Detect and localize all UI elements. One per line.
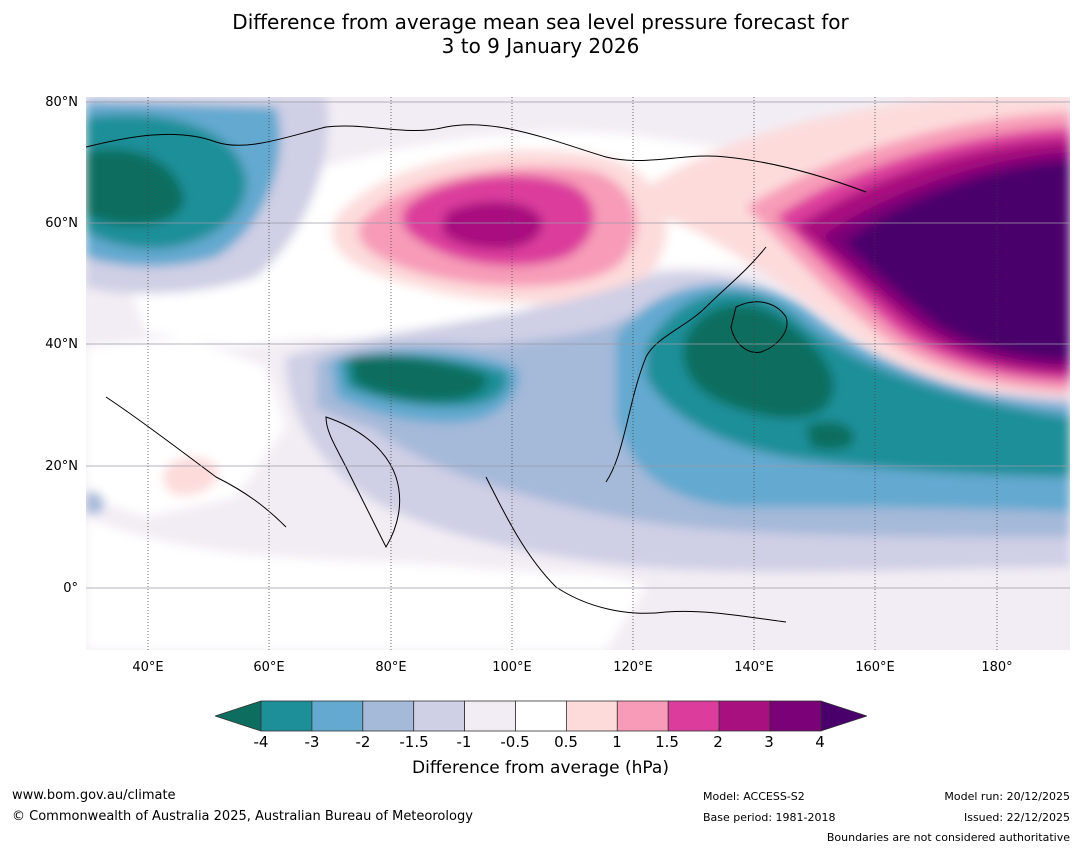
colorbar-tick: 2 [713,733,723,751]
issued-date: Issued: 22/12/2025 [963,811,1070,824]
negative-anomaly-tibet-core [351,355,487,402]
colorbar-extend-high [820,700,869,732]
lat-label-0: 0° [63,581,78,596]
positive-anomaly-pacific-core [846,162,1070,359]
colorbar [213,700,869,736]
lat-label-20n: 20°N [45,459,78,474]
colorbar-tick: -1 [456,733,472,751]
copyright: © Commonwealth of Australia 2025, Austra… [12,809,473,824]
colorbar-segment [464,700,516,732]
colorbar-tick: -2 [355,733,371,751]
boundaries-disclaimer: Boundaries are not considered authoritat… [826,831,1070,844]
colorbar-segment [616,700,669,732]
neutral-band-west [86,337,286,517]
base-period: Base period: 1981-2018 [703,811,836,824]
negative-anomaly-japan-core [683,304,834,418]
colorbar-segment [565,700,618,732]
colorbar-tick: 1 [612,733,622,751]
colorbar-label: Difference from average (hPa) [412,758,669,778]
coastline-japan [730,301,788,353]
map-svg [86,97,1070,650]
negative-anomaly-northwest-core [86,149,185,226]
lon-label-100e: 100°E [492,660,532,675]
colorbar-tick: 0.5 [554,733,578,751]
lat-label-60n: 60°N [45,216,78,231]
colorbar-tick: 4 [815,733,825,751]
lon-label-120e: 120°E [613,660,653,675]
colorbar-segment [769,700,822,732]
colorbar-segment [667,700,720,732]
map-title: Difference from average mean sea level p… [0,10,1081,58]
colorbar-segments [213,700,869,732]
title-line-2: 3 to 9 January 2026 [441,34,640,58]
negative-anomaly-pacific-core [806,421,855,450]
negative-anomaly-africa [86,491,105,515]
colorbar-tick: 3 [764,733,774,751]
colorbar-tick: -1.5 [399,733,429,751]
colorbar-segment [718,700,771,732]
coastline-europe-north [86,124,867,193]
colorbar-tick: 1.5 [655,733,679,751]
colorbar-extend-low [213,700,262,732]
model-name: Model: ACCESS-S2 [703,790,805,803]
positive-anomaly-siberia-core [441,201,543,250]
lat-label-80n: 80°N [45,95,78,110]
colorbar-segment [515,700,567,732]
coastline-east-asia [605,246,767,483]
lon-label-140e: 140°E [734,660,774,675]
lon-label-160e: 160°E [855,660,895,675]
colorbar-segment [362,700,415,732]
coastline-india [325,416,401,549]
neutral-band-south [86,517,646,650]
lon-label-80e: 80°E [375,660,407,675]
colorbar-tick: -0.5 [500,733,530,751]
colorbar-tick: -3 [304,733,320,751]
colorbar-segment [260,700,313,732]
colorbar-segment [311,700,364,732]
website-link[interactable]: www.bom.gov.au/climate [12,788,176,803]
colorbar-tick: -4 [253,733,269,751]
lon-label-180: 180° [981,660,1013,675]
colorbar-segment [413,700,465,732]
model-run: Model run: 20/12/2025 [944,790,1070,803]
lon-label-60e: 60°E [253,660,285,675]
pressure-anomaly-map [86,97,1070,650]
meridians [147,97,998,650]
positive-anomaly-arabia [163,456,219,496]
graticule [86,101,1070,589]
colorbar-svg [213,700,869,732]
lon-label-40e: 40°E [132,660,164,675]
coastline-arabia [105,396,287,528]
coastline-southeast-asia [485,476,787,623]
lat-label-40n: 40°N [45,337,78,352]
title-line-1: Difference from average mean sea level p… [232,10,849,34]
coastlines [86,124,867,623]
